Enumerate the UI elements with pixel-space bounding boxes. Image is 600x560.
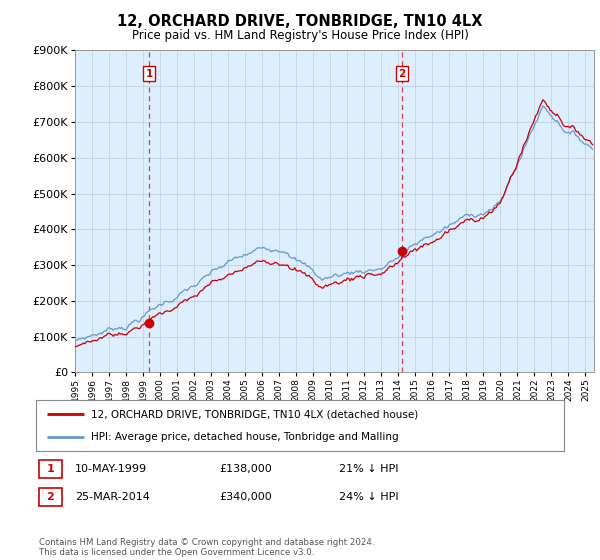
Text: 21% ↓ HPI: 21% ↓ HPI bbox=[339, 464, 398, 474]
Text: 24% ↓ HPI: 24% ↓ HPI bbox=[339, 492, 398, 502]
Text: 1: 1 bbox=[47, 464, 54, 474]
Text: Contains HM Land Registry data © Crown copyright and database right 2024.
This d: Contains HM Land Registry data © Crown c… bbox=[39, 538, 374, 557]
Text: 25-MAR-2014: 25-MAR-2014 bbox=[75, 492, 150, 502]
Text: £138,000: £138,000 bbox=[219, 464, 272, 474]
Text: 10-MAY-1999: 10-MAY-1999 bbox=[75, 464, 147, 474]
Text: 1: 1 bbox=[146, 69, 153, 78]
Text: 2: 2 bbox=[47, 492, 54, 502]
Text: 12, ORCHARD DRIVE, TONBRIDGE, TN10 4LX (detached house): 12, ORCHARD DRIVE, TONBRIDGE, TN10 4LX (… bbox=[91, 409, 419, 419]
Text: Price paid vs. HM Land Registry's House Price Index (HPI): Price paid vs. HM Land Registry's House … bbox=[131, 29, 469, 42]
Text: HPI: Average price, detached house, Tonbridge and Malling: HPI: Average price, detached house, Tonb… bbox=[91, 432, 399, 442]
Text: £340,000: £340,000 bbox=[219, 492, 272, 502]
Text: 12, ORCHARD DRIVE, TONBRIDGE, TN10 4LX: 12, ORCHARD DRIVE, TONBRIDGE, TN10 4LX bbox=[117, 14, 483, 29]
Text: 2: 2 bbox=[398, 69, 406, 78]
